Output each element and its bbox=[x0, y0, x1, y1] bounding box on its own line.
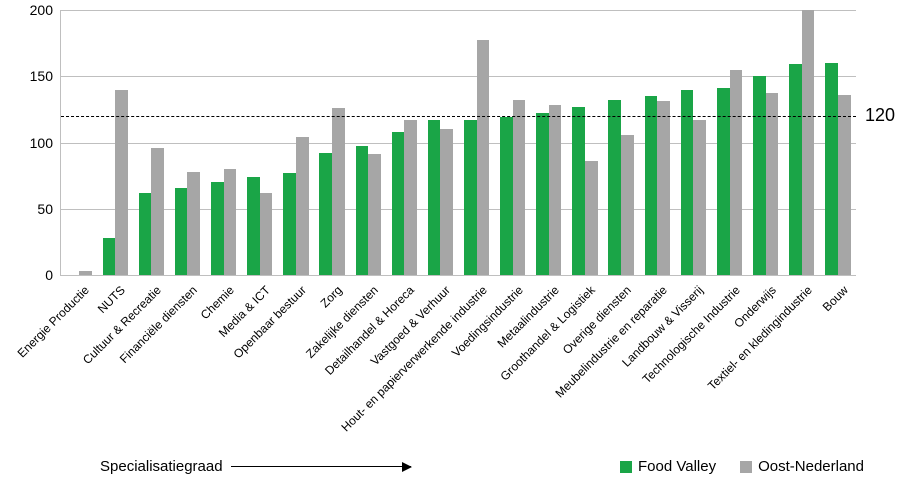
arrow-icon bbox=[231, 466, 411, 467]
bar-oost-nederland bbox=[657, 101, 670, 275]
bar-food-valley bbox=[175, 188, 188, 275]
y-tick-label: 50 bbox=[37, 201, 61, 217]
bar-oost-nederland bbox=[368, 154, 381, 275]
y-tick-label: 0 bbox=[45, 267, 61, 283]
bar-oost-nederland bbox=[730, 70, 743, 275]
legend-swatch-oost-nederland bbox=[740, 461, 752, 473]
bar-oost-nederland bbox=[260, 193, 273, 275]
bar-oost-nederland bbox=[151, 148, 164, 275]
x-axis-label: Specialisatiegraad bbox=[100, 458, 223, 475]
bar-food-valley bbox=[572, 107, 585, 275]
bar-food-valley bbox=[356, 146, 369, 275]
reference-line-label: 120 bbox=[865, 105, 895, 126]
bar-oost-nederland bbox=[404, 120, 417, 275]
legend-swatch-food-valley bbox=[620, 461, 632, 473]
bar-food-valley bbox=[608, 100, 621, 275]
category-label: NUTS bbox=[95, 283, 128, 316]
reference-line bbox=[61, 116, 856, 117]
legend-item-oost-nederland: Oost-Nederland bbox=[740, 458, 864, 475]
bar-food-valley bbox=[247, 177, 260, 275]
bar-oost-nederland bbox=[224, 169, 237, 275]
bar-oost-nederland bbox=[296, 137, 309, 275]
legend-label-food-valley: Food Valley bbox=[638, 458, 716, 475]
bar-food-valley bbox=[428, 120, 441, 275]
plot-area: 050100150200 bbox=[60, 10, 856, 276]
bar-oost-nederland bbox=[802, 10, 815, 275]
bar-oost-nederland bbox=[838, 95, 851, 275]
bar-oost-nederland bbox=[766, 93, 779, 275]
bar-food-valley bbox=[645, 96, 658, 275]
specialisatiegraad-chart: 050100150200 120 Energie ProductieNUTSCu… bbox=[0, 0, 918, 501]
bar-food-valley bbox=[500, 117, 513, 275]
bar-food-valley bbox=[536, 113, 549, 275]
bar-oost-nederland bbox=[693, 120, 706, 275]
bar-oost-nederland bbox=[585, 161, 598, 275]
bar-oost-nederland bbox=[440, 129, 453, 275]
bar-food-valley bbox=[753, 76, 766, 275]
bar-oost-nederland bbox=[549, 105, 562, 275]
bar-food-valley bbox=[211, 182, 224, 275]
y-tick-label: 200 bbox=[30, 2, 61, 18]
bar-food-valley bbox=[283, 173, 296, 275]
bar-oost-nederland bbox=[477, 40, 490, 275]
legend-item-food-valley: Food Valley bbox=[620, 458, 716, 475]
legend-label-oost-nederland: Oost-Nederland bbox=[758, 458, 864, 475]
bar-food-valley bbox=[825, 63, 838, 275]
bar-food-valley bbox=[789, 64, 802, 275]
bar-oost-nederland bbox=[621, 135, 634, 275]
bar-oost-nederland bbox=[115, 90, 128, 276]
y-tick-label: 150 bbox=[30, 68, 61, 84]
category-label: Energie Productie bbox=[15, 283, 92, 360]
bar-food-valley bbox=[319, 153, 332, 275]
gridline bbox=[61, 10, 856, 11]
bar-food-valley bbox=[103, 238, 116, 275]
category-labels: Energie ProductieNUTSCultuur & Recreatie… bbox=[60, 275, 855, 445]
bar-food-valley bbox=[681, 90, 694, 276]
bar-oost-nederland bbox=[332, 108, 345, 275]
bar-oost-nederland bbox=[513, 100, 526, 275]
bar-oost-nederland bbox=[187, 172, 200, 275]
bar-food-valley bbox=[392, 132, 405, 275]
category-label: Bouw bbox=[820, 283, 851, 314]
bar-food-valley bbox=[464, 120, 477, 275]
bar-food-valley bbox=[139, 193, 152, 275]
y-tick-label: 100 bbox=[30, 135, 61, 151]
legend-and-axis-label-row: Specialisatiegraad Food Valley Oost-Nede… bbox=[0, 458, 918, 475]
category-label: Zorg bbox=[318, 283, 345, 310]
